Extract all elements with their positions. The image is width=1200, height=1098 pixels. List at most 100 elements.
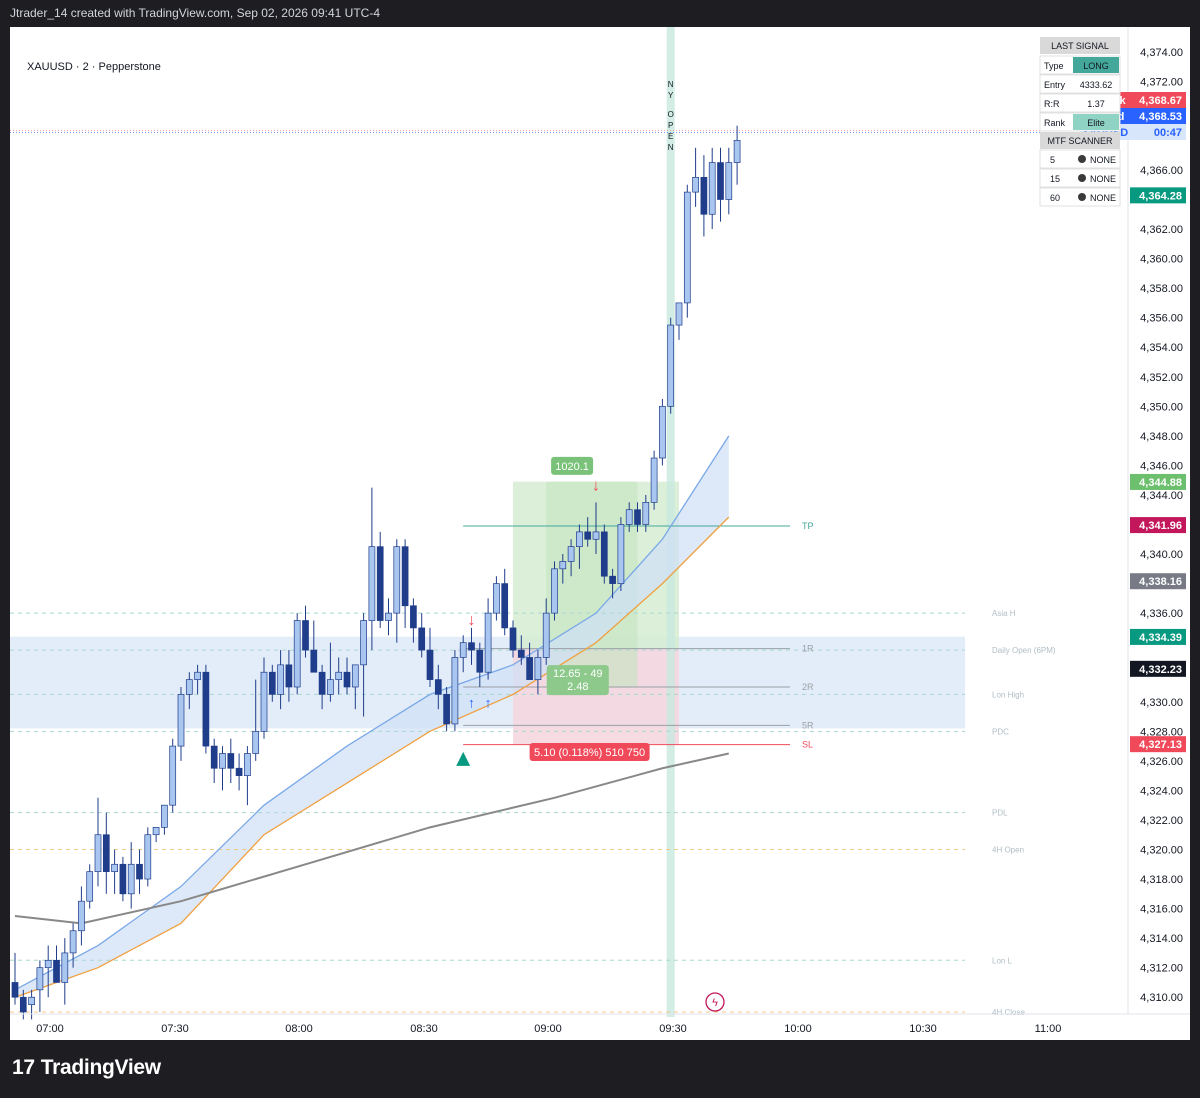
candle bbox=[683, 184, 691, 318]
candle-body bbox=[733, 140, 741, 163]
candle-body bbox=[559, 561, 567, 570]
candle bbox=[260, 657, 268, 739]
candle-body bbox=[542, 612, 550, 658]
candle bbox=[169, 738, 177, 813]
mid-label-text-2: 2.48 bbox=[567, 681, 588, 693]
candle bbox=[127, 842, 135, 909]
x-tick-label: 10:00 bbox=[784, 1023, 812, 1035]
chart-svg[interactable]: Asia H Daily Open (6PM) Lon High PDC PDL 4H O… bbox=[10, 27, 1190, 1040]
candle-body bbox=[576, 531, 583, 548]
candle-body bbox=[69, 930, 77, 954]
candle-body bbox=[293, 620, 301, 688]
y-tick-label: 4,372.00 bbox=[1140, 76, 1183, 88]
symbol-label: XAUUSD · 2 · Pepperstone bbox=[27, 61, 161, 73]
ny-open-letter: O bbox=[668, 110, 674, 119]
y-tick-label: 4,360.00 bbox=[1140, 254, 1183, 266]
candle-body bbox=[169, 745, 177, 806]
candle bbox=[625, 502, 633, 532]
candle bbox=[268, 664, 276, 702]
ny-open-letter: E bbox=[668, 132, 673, 141]
candle-body bbox=[534, 657, 542, 680]
y-tick-label: 4,350.00 bbox=[1140, 401, 1183, 413]
up-arrow-icon: ↑ bbox=[485, 695, 492, 711]
key-level-label: Lon High bbox=[992, 690, 1024, 699]
candle-body bbox=[177, 694, 185, 747]
candle bbox=[293, 613, 301, 695]
key-level-label: PDC bbox=[992, 727, 1009, 736]
key-level-label: Daily Open (6PM) bbox=[992, 646, 1056, 655]
scanner-row-value: NONE bbox=[1090, 155, 1116, 165]
candle-body bbox=[426, 649, 434, 680]
candle bbox=[559, 554, 567, 584]
sl-label-bg bbox=[529, 743, 650, 761]
candle-body bbox=[567, 546, 575, 562]
lightning-circle bbox=[705, 992, 725, 1012]
candle-body bbox=[19, 996, 27, 1013]
candle bbox=[335, 657, 343, 695]
candle bbox=[102, 812, 110, 894]
price-tag: 4,327.13 bbox=[1130, 736, 1186, 753]
candle bbox=[327, 642, 334, 702]
candle bbox=[44, 945, 52, 998]
x-tick-label: 07:00 bbox=[36, 1023, 64, 1035]
tp-label-text: 1020.1 bbox=[555, 461, 589, 473]
candle bbox=[310, 620, 318, 673]
candle-body bbox=[393, 546, 401, 614]
x-tick-label: 09:00 bbox=[534, 1023, 562, 1035]
candle bbox=[53, 945, 60, 983]
candle-body bbox=[609, 575, 616, 584]
price-tag-value: 4,327.13 bbox=[1139, 739, 1182, 751]
candle-body bbox=[335, 671, 343, 680]
signal-row-value-bg bbox=[1073, 57, 1119, 73]
candle bbox=[252, 679, 260, 761]
candle-body bbox=[617, 524, 625, 584]
candle bbox=[78, 886, 85, 946]
candle-body bbox=[343, 671, 351, 688]
y-tick-label: 4,328.00 bbox=[1140, 726, 1183, 738]
candle-body bbox=[501, 583, 509, 629]
mid-label: 12.65 - 492.48 bbox=[546, 665, 609, 696]
candle-body bbox=[302, 620, 309, 651]
candle bbox=[468, 627, 475, 665]
candle-body bbox=[493, 583, 500, 614]
candle bbox=[385, 598, 392, 636]
x-tick-label: 09:30 bbox=[659, 1023, 687, 1035]
signal-row-key: Entry bbox=[1044, 80, 1066, 90]
candle bbox=[576, 524, 583, 569]
candle bbox=[650, 450, 658, 510]
candle bbox=[667, 317, 675, 414]
candle bbox=[534, 650, 542, 695]
up-arrow-icon: ↑ bbox=[468, 695, 475, 711]
scanner-title: MTF SCANNER bbox=[1048, 136, 1114, 146]
chart-canvas[interactable]: Asia H Daily Open (6PM) Lon High PDC PDL 4H O… bbox=[10, 27, 1190, 1040]
candle bbox=[28, 989, 35, 1020]
candle-body bbox=[260, 671, 268, 732]
price-tag-bg bbox=[1130, 517, 1186, 534]
candle bbox=[509, 620, 517, 658]
candle-body bbox=[277, 664, 284, 695]
x-tick-label: 10:30 bbox=[909, 1023, 937, 1035]
candle-body bbox=[161, 804, 168, 828]
scanner-dot-icon bbox=[1078, 174, 1086, 182]
candle bbox=[443, 687, 450, 732]
candle bbox=[517, 635, 525, 665]
candle-body bbox=[86, 871, 94, 902]
signal-table-title-bg bbox=[1040, 37, 1120, 54]
price-tag-bg bbox=[1130, 473, 1186, 490]
candle bbox=[285, 650, 293, 702]
candle bbox=[418, 613, 426, 658]
candle-body bbox=[210, 745, 218, 769]
candle bbox=[609, 568, 616, 599]
moving-average-line bbox=[14, 752, 730, 925]
level-label: SL bbox=[802, 740, 813, 750]
sl-label: 5.10 (0.118%) 510 750 bbox=[529, 743, 650, 761]
candle bbox=[717, 147, 724, 222]
candle-body bbox=[376, 546, 384, 621]
candle-body bbox=[327, 679, 334, 695]
candle-body bbox=[675, 302, 683, 326]
moving-average-line bbox=[14, 516, 730, 998]
candle-body bbox=[235, 767, 243, 776]
candle-body bbox=[53, 959, 60, 983]
candle bbox=[152, 826, 160, 843]
candle bbox=[484, 598, 492, 680]
